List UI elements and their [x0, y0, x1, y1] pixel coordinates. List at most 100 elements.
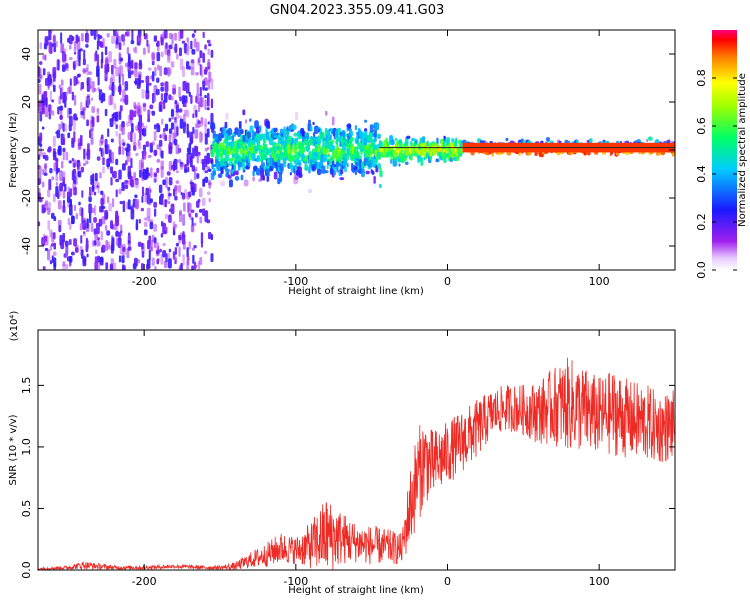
- spectrogram-cell: [267, 168, 270, 174]
- spectrogram-cell: [101, 147, 106, 157]
- spectrogram-cell: [101, 244, 106, 253]
- spectrogram-cell: [44, 155, 49, 161]
- spectrogram-cell: [86, 218, 89, 229]
- spectrogram-cell: [204, 99, 207, 110]
- spectrogram-cell: [51, 110, 55, 116]
- spectrogram-cell: [379, 140, 383, 147]
- spectrogram-cell: [365, 170, 370, 175]
- spectrogram-cell: [73, 51, 77, 55]
- spectrogram-cell: [145, 141, 150, 148]
- spectrogram-cell: [344, 166, 347, 173]
- spectrogram-cell: [326, 164, 329, 170]
- spectrogram-cell: [91, 185, 95, 192]
- spectrogram-cell: [162, 179, 166, 186]
- spectrogram-cell: [355, 146, 358, 150]
- spectrogram-cell: [182, 121, 187, 128]
- spectrogram-cell: [47, 249, 51, 261]
- spectrogram-cell: [68, 85, 72, 95]
- spectrogram-cell: [168, 146, 173, 154]
- spectrogram-cell: [297, 166, 302, 175]
- spectrogram-cell: [47, 189, 51, 198]
- y-tick-label: -40: [20, 237, 33, 255]
- spectrogram-cell: [133, 145, 137, 151]
- spectrogram-cell: [497, 151, 501, 156]
- spectrogram-cell: [167, 67, 172, 75]
- spectrogram-cell: [64, 64, 69, 71]
- spectrogram-cell: [303, 157, 308, 162]
- spectrogram-cell: [207, 168, 212, 172]
- spectrogram-cell: [505, 137, 509, 142]
- spectrogram-cell: [111, 74, 116, 85]
- spectrogram-cell: [204, 147, 208, 152]
- spectrogram-cell: [305, 146, 310, 152]
- spectrogram-cell: [118, 83, 122, 96]
- spectrogram-cell: [277, 159, 281, 166]
- spectrogram-cell: [73, 186, 77, 196]
- spectrogram-cell: [160, 82, 165, 87]
- spectrogram-cell: [60, 32, 63, 44]
- spectrogram-cell: [187, 166, 190, 173]
- spectrogram-cell: [73, 162, 76, 168]
- spectrogram-cell: [147, 67, 152, 71]
- spectrogram-cell: [62, 190, 66, 199]
- spectrogram-cell: [144, 229, 148, 234]
- snr-ticks: -200 -100 0 100 0.0 0.5 1.0 1.5: [20, 330, 675, 588]
- spectrogram-cell: [124, 80, 129, 91]
- spectrogram-cell: [49, 30, 53, 34]
- spectrogram-cell: [384, 154, 387, 158]
- spectrogram-cell: [165, 176, 168, 189]
- spectrogram-cell: [184, 101, 187, 107]
- spectrogram-cell: [62, 205, 66, 213]
- spectrogram-cell: [350, 131, 354, 136]
- spectrogram-cell: [164, 226, 169, 231]
- spectrogram-cell: [132, 141, 137, 147]
- spectrogram-cell: [148, 186, 151, 197]
- spectrogram-cell: [119, 57, 124, 62]
- spectrogram-cell: [49, 78, 53, 84]
- spectrogram-cell: [106, 32, 110, 38]
- spectrogram-cell: [212, 124, 216, 130]
- spectrogram-cell: [423, 156, 426, 161]
- spectrogram-cell: [151, 110, 155, 116]
- spectrogram-cell: [151, 257, 155, 266]
- spectrogram-cell: [192, 254, 195, 264]
- spectrogram-cell: [153, 130, 157, 142]
- spectrogram-cell: [146, 258, 151, 270]
- spectrogram-cell: [94, 256, 98, 265]
- spectrogram-cell: [410, 137, 416, 142]
- spectrogram-cell: [74, 41, 77, 52]
- spectrogram-cell: [279, 163, 284, 172]
- spectrogram-cell: [207, 146, 210, 151]
- spectrogram-cell: [325, 110, 328, 116]
- spectrogram-cell: [207, 66, 210, 70]
- spectrogram-cell: [126, 30, 130, 37]
- spectrogram-cell: [307, 188, 313, 194]
- spectrogram-cell: [55, 181, 58, 186]
- spectrogram-cell: [316, 168, 322, 176]
- spectrogram-cell: [243, 146, 246, 151]
- spectrogram-cell: [175, 170, 179, 174]
- spectrogram-cell: [101, 205, 106, 210]
- spectrogram-cell: [65, 151, 69, 161]
- spectrogram-cell: [166, 171, 171, 176]
- spectrogram-cell: [363, 137, 368, 147]
- spectrogram-cell: [208, 43, 212, 47]
- spectrogram-cell: [394, 137, 398, 141]
- spectrogram-cell: [141, 89, 145, 99]
- spectrogram-cell: [106, 196, 110, 204]
- spectrogram-cell: [57, 106, 60, 115]
- spectrogram-cell: [371, 139, 375, 146]
- spectrogram-cell: [280, 138, 284, 142]
- spectrogram-cell: [81, 190, 84, 198]
- spectrogram-cell: [182, 253, 185, 266]
- spectrogram-cell: [91, 116, 95, 127]
- spectrogram-cell: [140, 79, 145, 84]
- spectrogram-cell: [80, 101, 83, 110]
- spectrogram-cell: [256, 155, 260, 160]
- spectrogram-cell: [155, 88, 160, 96]
- spectrogram-cell: [265, 172, 270, 177]
- spectrogram-cell: [164, 92, 169, 96]
- spectrogram-cell: [282, 129, 287, 138]
- spectrogram-cell: [170, 116, 175, 120]
